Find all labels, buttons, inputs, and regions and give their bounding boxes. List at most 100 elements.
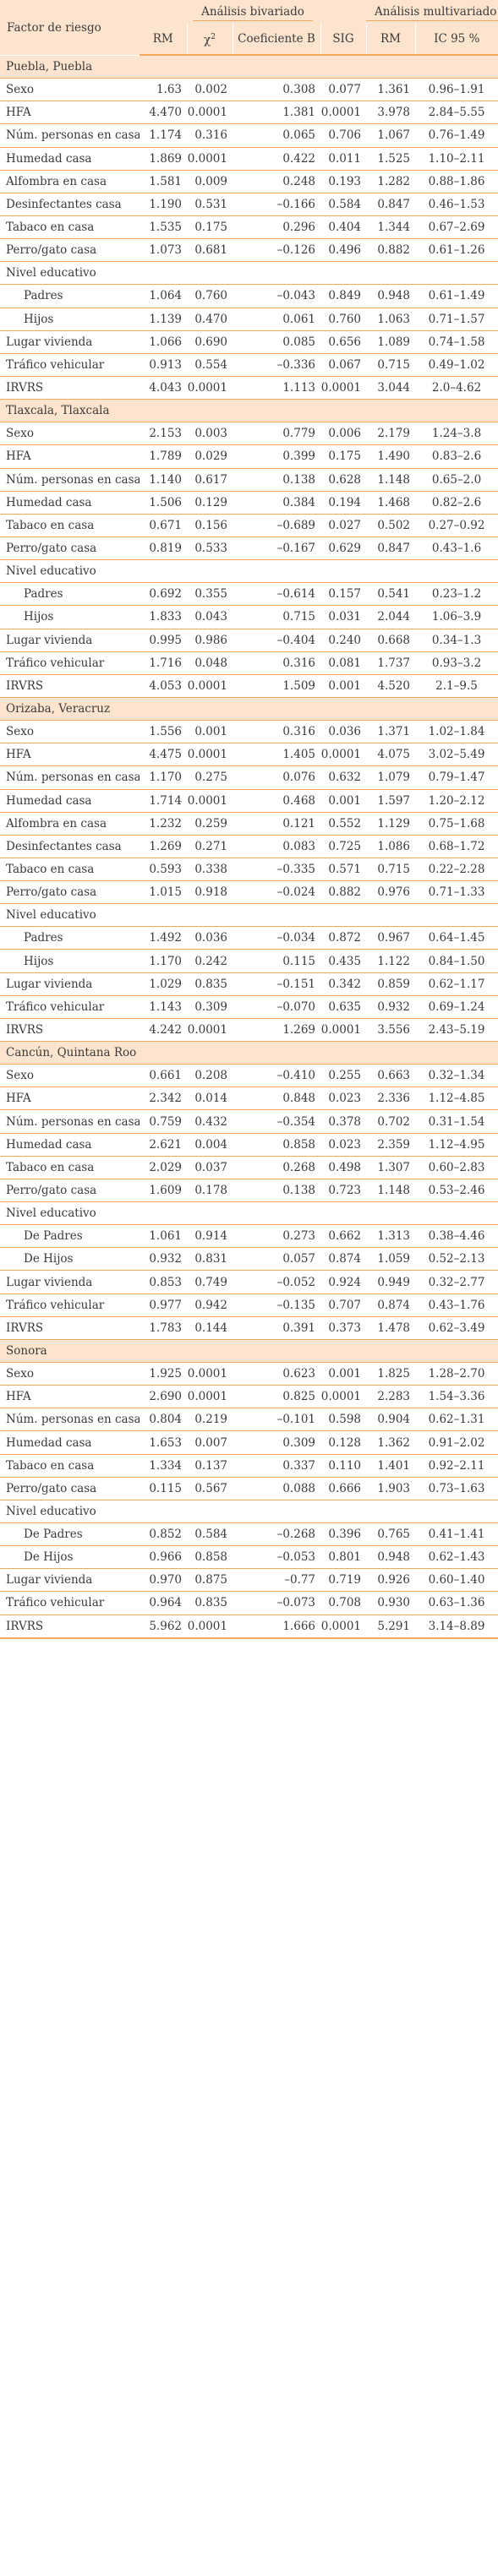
- coef-b-value: 0.779: [233, 422, 320, 446]
- factor-label: Perro/gato casa: [0, 536, 140, 561]
- rm-multi-value: 1.525: [366, 147, 416, 171]
- sig-value: 0.342: [320, 972, 367, 996]
- table-row: Tabaco en casa 1.535 0.175 0.296 0.404 1.344 0…: [0, 215, 498, 240]
- table-row: Tráfico vehicular 1.716 0.048 0.316 0.081 1.7…: [0, 651, 498, 675]
- sig-value: 0.077: [320, 78, 367, 102]
- table-header: Factor de riesgo Análisis bivariado Anál…: [0, 0, 498, 56]
- factor-label: IRVRS: [0, 1615, 140, 1639]
- rm-multi-value: 1.089: [366, 330, 416, 354]
- sig-value: 0.378: [320, 1109, 367, 1134]
- coef-b-value: 1.269: [233, 1018, 320, 1043]
- coef-b-value: –0.151: [233, 972, 320, 996]
- rm-multi-value: 1.067: [366, 123, 416, 148]
- rm-multi-value: 1.086: [366, 835, 416, 858]
- rm-multi-value: 0.930: [366, 1591, 416, 1615]
- factor-label: HFA: [0, 101, 140, 125]
- sig-value: 0.707: [320, 1293, 367, 1317]
- ci95-value: 0.82–2.6: [415, 491, 498, 515]
- chi2-value: 0.004: [187, 1133, 233, 1157]
- table-row: IRVRS 4.043 0.0001 1.113 0.0001 3.044 2.0–4.62: [0, 376, 498, 400]
- coef-b-value: 0.308: [233, 78, 320, 102]
- rm-multi-value: 4.520: [366, 674, 416, 698]
- ci95-value: 0.31–1.54: [415, 1109, 498, 1134]
- rm-value: 0.819: [140, 536, 187, 561]
- ci95-value: 0.52–2.13: [415, 1247, 498, 1272]
- chi2-value: 0.760: [187, 284, 233, 308]
- sig-value: 0.0001: [320, 1615, 367, 1639]
- chi2-value: 0.175: [187, 215, 233, 240]
- factor-label: IRVRS: [0, 674, 140, 698]
- chi2-value: 0.690: [187, 330, 233, 354]
- chi2-value: 0.831: [187, 1247, 233, 1272]
- ci95-value: 0.91–2.02: [415, 1430, 498, 1455]
- coef-b-value: 0.061: [233, 308, 320, 331]
- coef-b-value: –0.034: [233, 926, 320, 950]
- subgroup-label: Nivel educativo: [0, 559, 498, 584]
- rm-value: 1.190: [140, 193, 187, 216]
- rm-value: 2.342: [140, 1086, 187, 1111]
- rm-value: 1.334: [140, 1454, 187, 1478]
- chi2-value: 0.219: [187, 1408, 233, 1432]
- rm-multi-value: 0.702: [366, 1109, 416, 1134]
- coef-b-value: 1.666: [233, 1615, 320, 1639]
- factor-label: IRVRS: [0, 1316, 140, 1340]
- region-title: Tlaxcala, Tlaxcala: [0, 399, 498, 423]
- chi2-value: 0.309: [187, 995, 233, 1019]
- sig-value: 0.924: [320, 1270, 367, 1294]
- sig-value: 0.656: [320, 330, 367, 354]
- sig-value: 0.157: [320, 582, 367, 607]
- chi2-value: 0.036: [187, 926, 233, 950]
- chi2-value: 0.178: [187, 1179, 233, 1203]
- sig-value: 0.036: [320, 720, 367, 744]
- chi2-value: 0.156: [187, 514, 233, 537]
- sig-value: 0.193: [320, 170, 367, 193]
- sig-value: 0.404: [320, 215, 367, 240]
- ci95-value: 1.54–3.36: [415, 1385, 498, 1409]
- coef-b-value: 0.296: [233, 215, 320, 240]
- factor-label: Núm. personas en casa: [0, 123, 140, 148]
- rm-value: 4.053: [140, 674, 187, 698]
- rm-multi-value: 2.359: [366, 1133, 416, 1157]
- table-row: Tráfico vehicular 0.913 0.554 –0.336 0.067 0.…: [0, 353, 498, 377]
- chi2-value: 0.470: [187, 308, 233, 331]
- coef-b-value: 0.065: [233, 123, 320, 148]
- coef-b-value: 0.083: [233, 835, 320, 858]
- subgroup-label: Nivel educativo: [0, 1500, 498, 1524]
- chi2-value: 0.0001: [187, 1615, 233, 1639]
- ci95-value: 0.93–3.2: [415, 651, 498, 675]
- rm-multi-value: 0.932: [366, 995, 416, 1019]
- factor-label: De Padres: [0, 1522, 140, 1547]
- rm-value: 1.581: [140, 170, 187, 193]
- ci95-value: 0.49–1.02: [415, 353, 498, 377]
- chi2-value: 0.0001: [187, 376, 233, 400]
- factor-label: Perro/gato casa: [0, 880, 140, 905]
- sig-value: 0.872: [320, 926, 367, 950]
- ci95-value: 0.62–1.43: [415, 1545, 498, 1570]
- risk-factor-table: Factor de riesgo Análisis bivariado Anál…: [0, 0, 498, 1639]
- chi2-value: 0.835: [187, 1591, 233, 1615]
- rm-multi-value: 2.336: [366, 1086, 416, 1111]
- rm-multi-value: 5.291: [366, 1615, 416, 1639]
- table-row: De Padres 1.061 0.914 0.273 0.662 1.313 0.38–4…: [0, 1224, 498, 1249]
- sig-value: 0.666: [320, 1477, 367, 1500]
- factor-label: Humedad casa: [0, 147, 140, 171]
- sig-value: 0.110: [320, 1454, 367, 1478]
- coef-b-value: –0.073: [233, 1591, 320, 1615]
- table-body: Puebla, Puebla Sexo 1.63 0.002 0.308 0.077 1.3…: [0, 55, 498, 1639]
- coef-b-value: 0.248: [233, 170, 320, 193]
- chi2-value: 0.554: [187, 353, 233, 377]
- ci95-value: 0.75–1.68: [415, 812, 498, 836]
- coef-b-value: 0.085: [233, 330, 320, 354]
- sig-value: 0.006: [320, 422, 367, 446]
- sig-value: 0.027: [320, 514, 367, 537]
- table-row: Hijos 1.170 0.242 0.115 0.435 1.122 0.84–1.50: [0, 949, 498, 973]
- coef-b-value: 0.468: [233, 789, 320, 813]
- ci95-value: 1.12–4.85: [415, 1086, 498, 1111]
- rm-multi-value: 0.715: [366, 858, 416, 882]
- rm-value: 1.63: [140, 78, 187, 102]
- rm-multi-value: 0.874: [366, 1293, 416, 1317]
- factor-label: Lugar vivienda: [0, 1568, 140, 1593]
- ci95-value: 0.62–1.31: [415, 1408, 498, 1432]
- rm-value: 1.869: [140, 147, 187, 171]
- factor-label: Hijos: [0, 308, 140, 331]
